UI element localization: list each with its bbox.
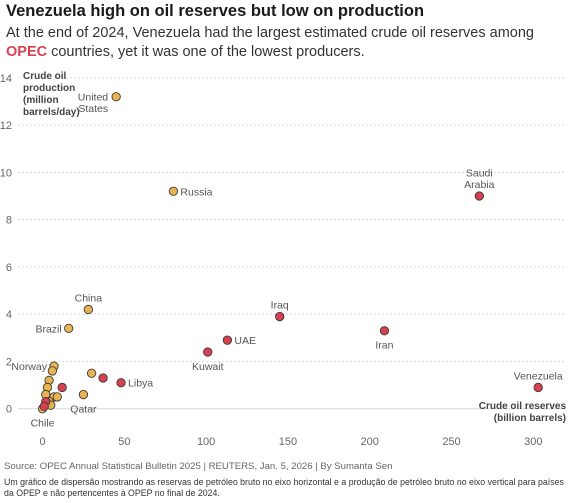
- point-label: States: [78, 103, 108, 115]
- non_opec-point: [168, 186, 179, 196]
- point-label: Kuwait: [192, 361, 224, 373]
- y-axis-label: (million: [23, 95, 59, 106]
- opec-point: [203, 347, 213, 357]
- x-tick-label: 250: [442, 436, 460, 448]
- chart-title: Venezuela high on oil reserves but low o…: [6, 2, 425, 20]
- x-tick-label: 300: [524, 436, 542, 448]
- x-tick-label: 50: [118, 436, 130, 448]
- y-tick-label: 8: [6, 215, 12, 227]
- opec-point: [379, 326, 390, 336]
- chart-description: Um gráfico de dispersão mostrando as res…: [4, 477, 564, 498]
- point-label: Chile: [31, 418, 55, 430]
- point-label: Saudi: [466, 168, 493, 180]
- point-label: Norway: [11, 361, 47, 373]
- opec-point: [98, 373, 108, 383]
- point-label: Libya: [128, 378, 153, 390]
- y-tick-label: 6: [6, 262, 12, 274]
- source-note: Source: OPEC Annual Statistical Bulletin…: [4, 461, 393, 472]
- x-tick-label: 150: [279, 436, 297, 448]
- subtitle-text-end: countries, yet it was one of the lowest …: [47, 44, 365, 60]
- x-axis-label: (billion barrels): [494, 413, 566, 424]
- chart-subtitle: At the end of 2024, Venezuela had the la…: [6, 24, 566, 62]
- non_opec-point: [86, 368, 97, 378]
- y-axis-label: barrels/day): [23, 107, 80, 118]
- point-label: Qatar: [70, 404, 97, 416]
- y-axis-label: Crude oil: [23, 71, 67, 82]
- x-tick-label: 0: [39, 436, 45, 448]
- point-label: Iraq: [271, 300, 289, 312]
- point-label: Russia: [180, 186, 212, 198]
- point-label: United: [78, 92, 109, 104]
- point-label: Brazil: [35, 323, 61, 335]
- y-tick-label: 10: [0, 167, 12, 179]
- point-label: UAE: [234, 335, 256, 347]
- opec-point: [533, 382, 543, 393]
- opec-point: [275, 311, 285, 322]
- non_opec-point: [52, 392, 62, 402]
- y-tick-label: 0: [6, 404, 12, 416]
- scatter-plot: 0 2 4 6 8 10 12 14 0 50 100 150 200 250 300 Crude oilpr…: [0, 71, 567, 448]
- opec-point: [116, 378, 126, 388]
- non_opec-point: [78, 389, 89, 400]
- x-tick-label: 100: [197, 436, 215, 448]
- y-axis-label: production: [23, 83, 75, 94]
- point-label: Arabia: [464, 179, 495, 191]
- y-tick-label: 12: [0, 120, 12, 132]
- point-label: China: [75, 292, 103, 304]
- opec-point: [474, 191, 484, 201]
- subtitle-opec-highlight: OPEC: [6, 44, 48, 60]
- opec-point: [39, 401, 49, 412]
- point-label: Iran: [375, 340, 393, 352]
- subtitle-text-start: At the end of 2024, Venezuela had the la…: [6, 25, 534, 41]
- opec-point: [57, 382, 67, 393]
- opec-point: [222, 335, 233, 345]
- point-label: Venezuela: [514, 370, 563, 382]
- x-tick-label: 200: [361, 436, 379, 448]
- y-tick-label: 14: [0, 73, 12, 85]
- y-tick-label: 4: [6, 309, 12, 321]
- non_opec-point: [64, 323, 74, 334]
- non_opec-point: [83, 304, 93, 315]
- non_opec-point: [111, 92, 121, 102]
- y-tick-label: 2: [6, 356, 12, 368]
- x-axis-label: Crude oil reserves: [479, 401, 567, 412]
- non_opec-point: [47, 366, 58, 376]
